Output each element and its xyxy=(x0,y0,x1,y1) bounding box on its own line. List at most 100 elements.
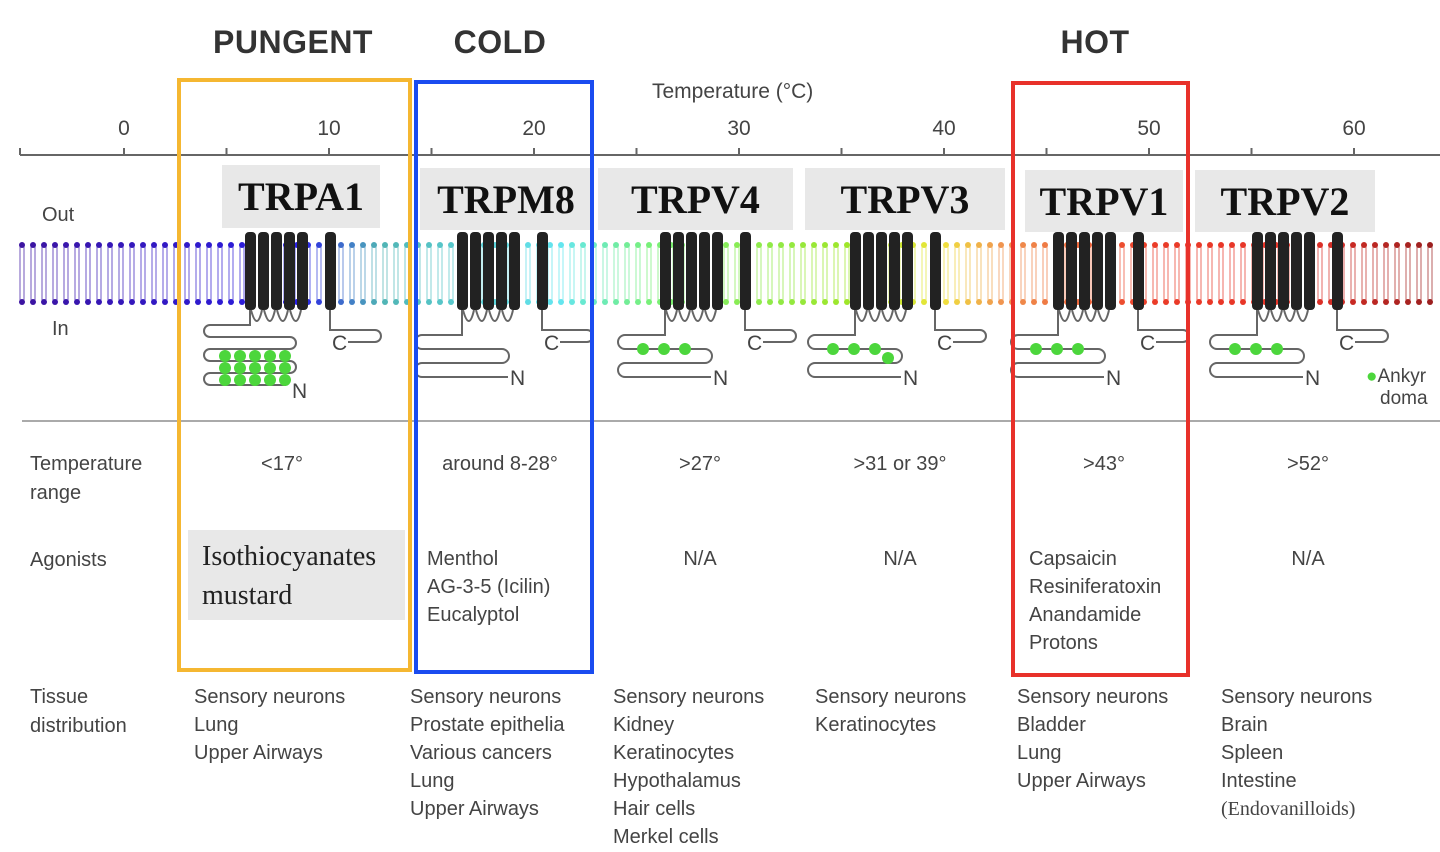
ankyrin-repeat xyxy=(249,374,261,386)
loop xyxy=(250,309,263,322)
lipid-head xyxy=(998,299,1004,305)
ankyrin-repeat xyxy=(279,362,291,374)
lipid-head xyxy=(371,242,377,248)
lipid-head xyxy=(1207,242,1213,248)
loop xyxy=(704,309,717,322)
lipid-head xyxy=(393,299,399,305)
lipid-head xyxy=(1207,299,1213,305)
lipid-head xyxy=(833,299,839,305)
loop xyxy=(1071,309,1084,322)
lipid-head xyxy=(426,299,432,305)
lipid-head xyxy=(239,242,245,248)
lipid-head xyxy=(74,299,80,305)
tissue-item: Intestine xyxy=(1221,770,1297,792)
ankyrin-repeat xyxy=(249,362,261,374)
lipid-head xyxy=(437,242,443,248)
lipid-head xyxy=(195,242,201,248)
channel-name-trpm8: TRPM8 xyxy=(420,168,592,230)
lipid-head xyxy=(1196,299,1202,305)
lipid-head xyxy=(767,242,773,248)
lipid-head xyxy=(998,242,1004,248)
ankyrin-repeat xyxy=(658,343,670,355)
lipid-head xyxy=(723,299,729,305)
lipid-head xyxy=(30,242,36,248)
agonist-item: Resiniferatoxin xyxy=(1029,576,1162,598)
lipid-head xyxy=(558,299,564,305)
transmembrane-helix xyxy=(699,232,710,310)
agonist-item: Menthol xyxy=(427,548,499,570)
tissue-item: Lung xyxy=(194,714,239,736)
lipid-head xyxy=(74,242,80,248)
lipid-head xyxy=(987,299,993,305)
transmembrane-helix xyxy=(1252,232,1263,310)
agonists: Capsaicin Resiniferatoxin Anandamide Proton… xyxy=(1029,545,1161,657)
lipid-head xyxy=(547,299,553,305)
loop xyxy=(665,309,678,322)
loop xyxy=(1296,309,1309,322)
ankyrin-repeat xyxy=(279,374,291,386)
lipid-head xyxy=(184,242,190,248)
tissue-distribution: Sensory neurons Bladder Lung Upper Airways xyxy=(1017,683,1168,795)
transmembrane-helix xyxy=(1066,232,1077,310)
axis-tick-label: 20 xyxy=(522,117,546,140)
channel-name-trpv2: TRPV2 xyxy=(1195,170,1375,232)
agonist-item: Anandamide xyxy=(1029,604,1142,626)
c-terminus xyxy=(329,310,382,343)
lipid-head xyxy=(525,299,531,305)
agonist-item: Protons xyxy=(1029,632,1098,654)
agonist-item: mustard xyxy=(202,580,293,611)
category-cold: COLD xyxy=(453,24,547,60)
lipid-head xyxy=(1229,242,1235,248)
tissue-item: Lung xyxy=(410,770,455,792)
lipid-head xyxy=(195,299,201,305)
lipid-head xyxy=(624,242,630,248)
lipid-head xyxy=(1372,242,1378,248)
lipid-head xyxy=(624,299,630,305)
loop xyxy=(691,309,704,322)
transmembrane-helix xyxy=(686,232,697,310)
transmembrane-helix xyxy=(1332,232,1343,310)
lipid-head xyxy=(360,299,366,305)
lipid-head xyxy=(602,299,608,305)
ankyrin-repeat xyxy=(637,343,649,355)
lipid-head xyxy=(569,242,575,248)
lipid-head xyxy=(1031,242,1037,248)
transmembrane-helix xyxy=(1265,232,1276,310)
agonist-item: N/A xyxy=(883,548,917,570)
transmembrane-helix xyxy=(660,232,671,310)
lipid-head xyxy=(393,242,399,248)
transmembrane-helix xyxy=(930,232,941,310)
lipid-head xyxy=(1218,242,1224,248)
ankyrin-repeat xyxy=(234,362,246,374)
n-terminus-label: N xyxy=(510,367,525,390)
ankyrin-repeat xyxy=(869,343,881,355)
c-terminus-label: C xyxy=(544,332,559,355)
lipid-head xyxy=(525,242,531,248)
lipid-head xyxy=(382,242,388,248)
ankyrin-repeat xyxy=(264,350,276,362)
tissue-item: Bladder xyxy=(1017,714,1086,736)
transmembrane-helix xyxy=(325,232,336,310)
lipid-head xyxy=(778,242,784,248)
channel-name-trpa1: TRPA1 xyxy=(222,165,380,228)
lipid-head xyxy=(107,299,113,305)
lipid-head xyxy=(1229,299,1235,305)
lipid-head xyxy=(1383,242,1389,248)
lipid-head xyxy=(1240,299,1246,305)
lipid-head xyxy=(976,299,982,305)
legend-ankyrin: ●Ankyr doma xyxy=(1366,366,1428,409)
ankyrin-repeat xyxy=(234,374,246,386)
lipid-head xyxy=(437,299,443,305)
c-terminus-label: C xyxy=(1140,332,1155,355)
transmembrane-helix xyxy=(850,232,861,310)
lipid-head xyxy=(965,242,971,248)
lipid-head xyxy=(448,242,454,248)
lipid-head xyxy=(140,299,146,305)
lipid-head xyxy=(1152,242,1158,248)
agonists: N/A xyxy=(883,545,916,573)
tissue-item: Lung xyxy=(1017,742,1062,764)
lipid-head xyxy=(965,299,971,305)
lipid-head xyxy=(723,242,729,248)
lipid-head xyxy=(1240,242,1246,248)
transmembrane-helix xyxy=(1105,232,1116,310)
